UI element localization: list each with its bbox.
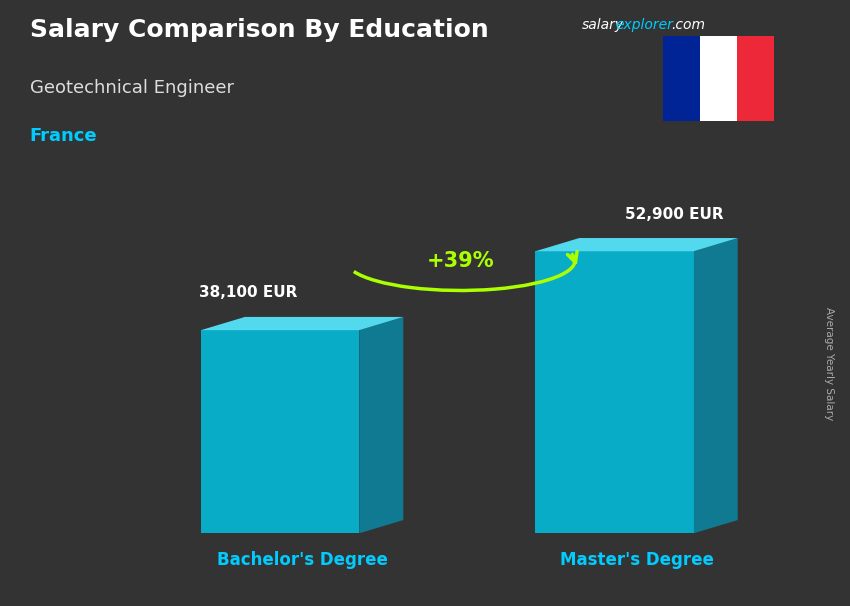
Bar <box>663 36 700 121</box>
Polygon shape <box>360 317 403 533</box>
Text: explorer: explorer <box>615 18 673 32</box>
Polygon shape <box>201 317 403 330</box>
Text: salary: salary <box>582 18 625 32</box>
Polygon shape <box>536 251 694 533</box>
Text: Bachelor's Degree: Bachelor's Degree <box>217 551 388 570</box>
Text: Average Yearly Salary: Average Yearly Salary <box>824 307 834 420</box>
Polygon shape <box>536 238 738 251</box>
Text: 38,100 EUR: 38,100 EUR <box>199 285 298 301</box>
Text: .com: .com <box>672 18 705 32</box>
Text: France: France <box>30 127 98 145</box>
Text: Master's Degree: Master's Degree <box>559 551 713 570</box>
Bar <box>700 36 737 121</box>
Text: +39%: +39% <box>427 251 495 271</box>
Polygon shape <box>201 330 360 533</box>
Bar <box>737 36 774 121</box>
Text: 52,900 EUR: 52,900 EUR <box>625 207 723 222</box>
Text: Geotechnical Engineer: Geotechnical Engineer <box>30 79 234 97</box>
Text: Salary Comparison By Education: Salary Comparison By Education <box>30 18 489 42</box>
Polygon shape <box>694 238 738 533</box>
